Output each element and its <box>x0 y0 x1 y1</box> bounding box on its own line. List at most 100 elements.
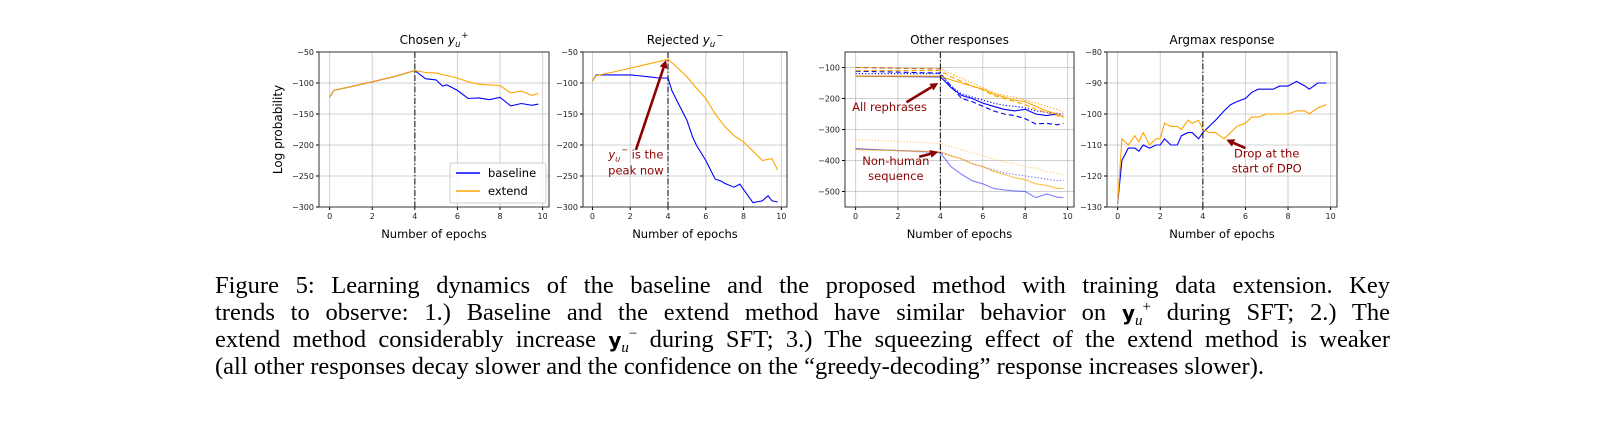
y-tick-label: −150 <box>292 110 314 119</box>
math-symbol: y <box>447 33 456 47</box>
caption-text: during SFT; 2.) The <box>1166 299 1391 326</box>
chart-title: Chosen yu+ <box>400 30 469 49</box>
x-tick-label: 8 <box>1285 212 1290 221</box>
series-line-series-3 <box>855 73 1064 115</box>
annotation-arrow <box>1233 141 1246 150</box>
legend-label-baseline: baseline <box>488 166 536 180</box>
chart-title-text: Rejected <box>647 33 703 47</box>
caption-text: extend method considerably increase <box>215 326 597 353</box>
y-tick-label: −500 <box>818 188 840 197</box>
chart-title: Argmax response <box>1169 33 1274 47</box>
x-tick-label: 8 <box>1023 212 1028 221</box>
y-tick-label: −100 <box>1080 110 1102 119</box>
y-tick-label: −200 <box>292 141 314 150</box>
series-line-series-4 <box>855 75 1064 118</box>
series-line-baseline <box>1117 80 1327 204</box>
math-symbol: y <box>702 33 711 47</box>
y-tick-label: −300 <box>818 126 840 135</box>
x-tick-label: 10 <box>538 212 548 221</box>
y-tick-label: −130 <box>1080 203 1102 212</box>
series-line-series-5 <box>855 70 1064 119</box>
x-tick-label: 0 <box>590 212 595 221</box>
math-sub: u <box>621 340 629 356</box>
x-tick-label: 4 <box>665 212 670 221</box>
math-y: y <box>1121 301 1135 325</box>
x-tick-label: 2 <box>895 212 900 221</box>
annotation-arrowhead <box>929 149 939 158</box>
annotation-arrowhead <box>929 83 939 91</box>
y-tick-label: −200 <box>556 141 578 150</box>
x-tick-label: 0 <box>853 212 858 221</box>
y-tick-label: −400 <box>818 157 840 166</box>
chart-title-text: Other responses <box>910 33 1009 47</box>
x-axis-label: Number of epochs <box>1169 227 1275 241</box>
y-tick-label: −100 <box>818 64 840 73</box>
x-tick-label: 6 <box>980 212 985 221</box>
annotation-text: peak now <box>608 164 663 178</box>
figure-caption: Figure 5: Learning dynamics of the basel… <box>215 272 1390 380</box>
chart-panel-3: 0 2 4 6 8 10 −100 −200 −300 −400 −500 Other respons… <box>818 33 1075 241</box>
math-sup: − <box>621 146 628 155</box>
axes-frame <box>844 51 1075 208</box>
chart-panel-4: 0 2 4 6 8 10 −80 −90 −100 −110 −120 −130 Argmax resp… <box>1080 33 1338 241</box>
series-line-series-6 <box>855 66 1064 113</box>
y-axis-label: Log probability <box>271 85 285 174</box>
math-sub: u <box>455 39 460 49</box>
legend: baseline extend <box>449 162 547 204</box>
chart-title-text: Chosen <box>400 33 448 47</box>
math-sup: + <box>1142 299 1151 315</box>
series-line-extend <box>591 58 779 171</box>
annotation-text: Non-human <box>862 154 929 168</box>
y-tick-label: −120 <box>1080 172 1102 181</box>
caption-text: during SFT; 3.) The squeezing effect of … <box>649 326 1390 353</box>
x-tick-label: 10 <box>1063 212 1073 221</box>
legend-label-extend: extend <box>488 184 528 198</box>
x-tick-label: 0 <box>1115 212 1120 221</box>
x-tick-label: 0 <box>327 212 332 221</box>
math-sub: u <box>710 39 715 49</box>
caption-line-3: extend method considerably increase yu− … <box>215 326 1390 356</box>
annotation-arrowhead <box>659 60 668 69</box>
y-tick-label: −110 <box>1080 141 1102 150</box>
math-symbol: y <box>607 148 615 162</box>
x-tick-label: 8 <box>741 212 746 221</box>
y-tick-label: −100 <box>556 79 578 88</box>
chart-panel-1: 0 2 4 6 8 10 −50 −100 −150 −200 −250 −300 Chosen yu+… <box>271 30 550 241</box>
chart-title: Rejected yu− <box>647 30 723 49</box>
y-tick-label: −90 <box>1085 79 1102 88</box>
series-line-baseline <box>329 69 539 107</box>
caption-line-2: trends to observe: 1.) Baseline and the … <box>215 299 1391 329</box>
math-y: y <box>608 328 622 352</box>
x-tick-label: 6 <box>703 212 708 221</box>
x-tick-label: 4 <box>412 212 417 221</box>
annotation-arrow <box>918 152 931 159</box>
math-sub: u <box>615 155 620 164</box>
axes-frame <box>318 51 550 208</box>
caption-line-4: (all other responses decay slower and th… <box>215 353 1264 380</box>
x-axis-label: Number of epochs <box>907 227 1013 241</box>
annotation-text: start of DPO <box>1232 161 1302 175</box>
y-tick-label: −250 <box>556 172 578 181</box>
axes-frame <box>1106 51 1338 208</box>
annotation-text: Drop at the <box>1234 146 1299 160</box>
x-axis-label: Number of epochs <box>381 227 487 241</box>
annotation-text-rest: is the <box>628 148 663 162</box>
x-tick-label: 6 <box>455 212 460 221</box>
math-sup: + <box>461 30 468 40</box>
annotation-text: All rephrases <box>852 100 927 114</box>
y-tick-label: −100 <box>292 79 314 88</box>
series-line-baseline <box>591 74 778 204</box>
math-sup: − <box>628 326 638 342</box>
y-tick-label: −250 <box>292 172 314 181</box>
x-tick-label: 4 <box>1200 212 1205 221</box>
series-line-series-2 <box>855 70 1064 126</box>
series-line-series-10 <box>855 149 1064 189</box>
y-tick-label: −50 <box>297 48 314 57</box>
x-tick-label: 10 <box>776 212 786 221</box>
y-tick-label: −150 <box>556 110 578 119</box>
annotation-text: sequence <box>868 169 923 183</box>
x-tick-label: 2 <box>628 212 633 221</box>
y-tick-label: −200 <box>818 95 840 104</box>
y-tick-label: −300 <box>292 203 314 212</box>
